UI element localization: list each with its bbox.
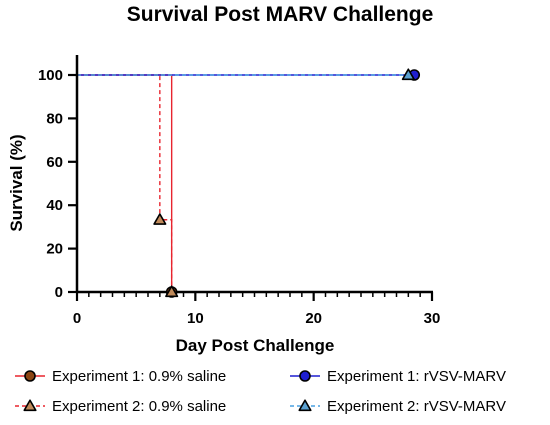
legend-item-2: Experiment 2: 0.9% saline (15, 398, 226, 415)
axes: 0 10 20 30 0 20 40 60 80 100 (38, 55, 440, 327)
y-tick-label-20: 20 (46, 241, 63, 258)
x-tick-label-10: 10 (187, 310, 204, 327)
y-tick-label-0: 0 (55, 284, 63, 301)
x-tick-label-20: 20 (305, 310, 322, 327)
legend-marker-4 (298, 399, 312, 412)
legend-label-2: Experiment 2: 0.9% saline (52, 398, 226, 415)
y-tick-label-80: 80 (46, 110, 63, 127)
legend-item-3: Experiment 1: rVSV-MARV (290, 368, 506, 385)
y-tick-label-100: 100 (38, 67, 63, 84)
legend-label-1: Experiment 1: 0.9% saline (52, 368, 226, 385)
legend-marker-3 (299, 370, 311, 382)
x-tick-label-0: 0 (73, 310, 81, 327)
y-tick-label-40: 40 (46, 197, 63, 214)
legend-label-3: Experiment 1: rVSV-MARV (327, 368, 506, 385)
legend: Experiment 1: 0.9% saline Experiment 2: 0… (15, 368, 506, 415)
series-line-2 (77, 74, 173, 292)
x-axis-label: Day Post Challenge (176, 336, 335, 355)
series-markers (153, 68, 421, 298)
chart-title: Survival Post MARV Challenge (127, 3, 434, 26)
legend-item-1: Experiment 1: 0.9% saline (15, 368, 226, 385)
data-point-3 (165, 285, 179, 298)
plot-area: 0 10 20 30 0 20 40 60 80 100 (38, 55, 440, 327)
series-lines (77, 74, 415, 292)
series-line-1 (77, 74, 173, 292)
x-tick-label-30: 30 (424, 310, 441, 327)
y-axis-label: Survival (%) (7, 134, 26, 231)
data-point-2 (153, 213, 167, 225)
data-point-5 (401, 68, 415, 81)
legend-item-4: Experiment 2: rVSV-MARV (290, 398, 506, 415)
legend-marker-1 (24, 370, 36, 382)
legend-label-4: Experiment 2: rVSV-MARV (327, 398, 506, 415)
legend-marker-2 (23, 399, 37, 412)
y-tick-label-60: 60 (46, 154, 63, 171)
